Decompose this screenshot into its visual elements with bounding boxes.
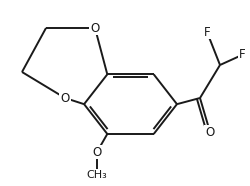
Text: O: O xyxy=(60,92,69,105)
Text: O: O xyxy=(90,22,99,34)
Text: F: F xyxy=(238,49,244,62)
Text: O: O xyxy=(92,145,101,158)
Text: O: O xyxy=(204,126,214,139)
Text: CH₃: CH₃ xyxy=(86,170,107,180)
Text: F: F xyxy=(203,25,209,39)
